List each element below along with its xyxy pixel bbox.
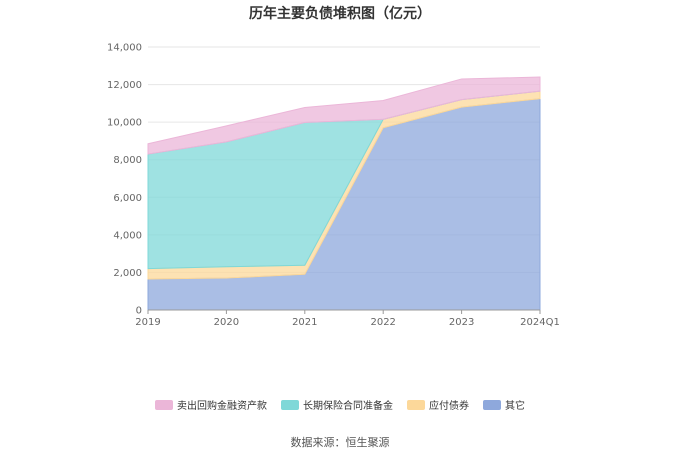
y-tick-label: 12,000	[107, 80, 142, 91]
legend-label: 长期保险合同准备金	[303, 399, 393, 412]
axes	[147, 309, 541, 314]
y-tick-label: 10,000	[107, 118, 142, 129]
x-tick-label: 2019	[135, 317, 160, 328]
y-tick-label: 6,000	[113, 193, 142, 204]
legend-item: 长期保险合同准备金	[281, 399, 393, 412]
y-tick-label: 8,000	[113, 155, 142, 166]
legend-label: 卖出回购金融资产款	[177, 399, 267, 412]
x-tick-label: 2024Q1	[520, 317, 560, 328]
y-tick-label: 14,000	[107, 43, 142, 54]
legend-label: 其它	[505, 399, 525, 412]
y-axis-ticks: 0 2,000 4,000 6,000 8,000 10,000 12,000 14,000	[107, 43, 142, 317]
data-source-note: 数据来源：恒生聚源	[291, 435, 390, 449]
chart-title: 历年主要负债堆积图（亿元）	[249, 5, 431, 22]
legend-label: 应付债券	[429, 399, 469, 412]
legend: 卖出回购金融资产款 长期保险合同准备金 应付债券 其它	[155, 399, 525, 412]
legend-item: 应付债券	[407, 399, 469, 412]
legend-item: 其它	[483, 399, 525, 412]
x-tick-label: 2023	[449, 317, 474, 328]
x-tick-label: 2020	[214, 317, 239, 328]
legend-swatch	[483, 400, 501, 410]
legend-swatch	[155, 400, 173, 410]
y-tick-label: 4,000	[113, 230, 142, 241]
y-tick-label: 2,000	[113, 268, 142, 279]
y-tick-label: 0	[136, 306, 142, 317]
x-axis-ticks: 2019 2020 2021 2022 2023 2024Q1	[135, 317, 560, 328]
area-series	[147, 76, 541, 311]
legend-item: 卖出回购金融资产款	[155, 399, 267, 412]
x-tick-label: 2021	[292, 317, 317, 328]
legend-swatch	[407, 400, 425, 410]
area-series-3	[147, 76, 541, 155]
x-tick-label: 2022	[370, 317, 395, 328]
legend-swatch	[281, 400, 299, 410]
